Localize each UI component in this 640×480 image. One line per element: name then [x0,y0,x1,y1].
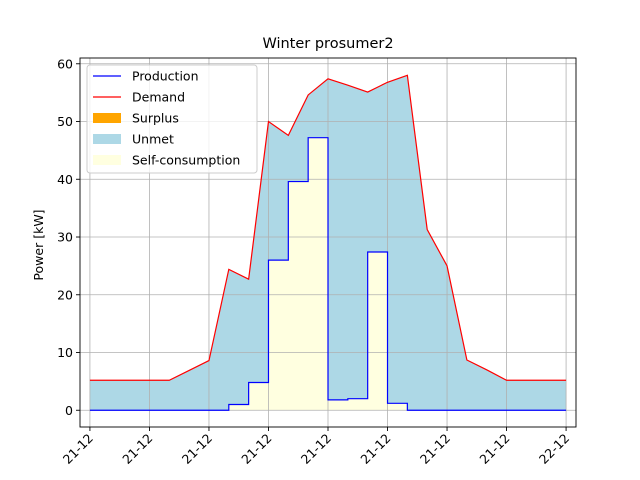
y-tick-label: 0 [65,403,73,418]
legend: Production Demand Surplus Unmet Self-consump… [86,64,258,174]
production-line [89,137,567,411]
y-axis-label: Power [kW] [31,209,46,280]
y-tick-label: 40 [57,172,73,187]
chart-title: Winter prosumer2 [262,36,393,52]
legend-demand-label: Demand [132,90,185,105]
legend-self-consumption-label: Self-consumption [132,153,240,168]
y-tick-label: 20 [57,287,73,302]
y-tick-label: 10 [57,345,73,360]
legend-box [86,64,258,174]
legend-unmet-swatch [93,134,121,144]
demand-line [89,74,567,381]
y-tick-label: 50 [57,114,73,129]
legend-unmet-label: Unmet [132,132,174,147]
y-tick-label: 60 [57,56,73,71]
legend-production-label: Production [132,69,199,84]
legend-surplus-swatch [93,113,121,123]
legend-self-consumption-swatch [93,155,121,165]
legend-surplus-label: Surplus [132,111,179,126]
y-tick-label: 30 [57,230,73,245]
